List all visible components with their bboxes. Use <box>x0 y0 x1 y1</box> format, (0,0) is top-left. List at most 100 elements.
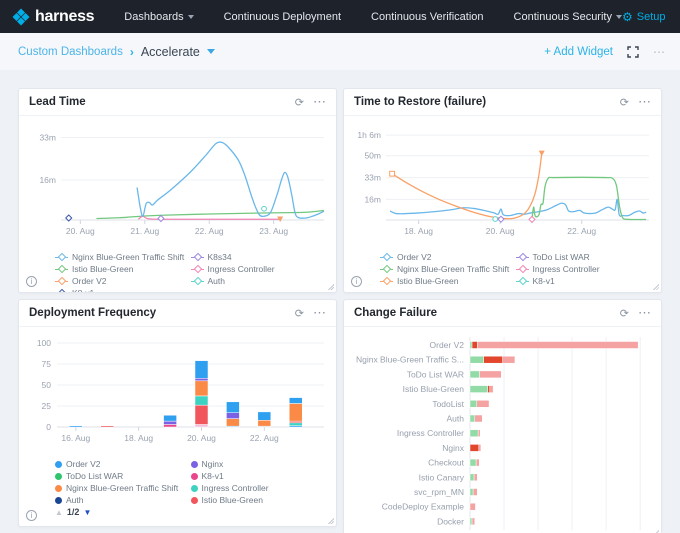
change-failure-chart[interactable]: Order V2 Nginx Blue-Green Traffic S... ToD… <box>352 333 655 533</box>
legend-marker <box>55 293 68 294</box>
legend-item[interactable]: Nginx Blue-Green Traffic Shift <box>380 263 510 275</box>
svg-text:Nginx Blue-Green Traffic S...: Nginx Blue-Green Traffic S... <box>356 355 464 365</box>
legend-marker <box>191 485 198 492</box>
svg-text:22. Aug: 22. Aug <box>250 433 279 443</box>
panel-deployment-frequency: Deployment Frequency ⟳ ⋯ 025507510016. A… <box>18 299 337 527</box>
nav-items: Dashboards Continuous Deployment Continuou… <box>124 11 622 23</box>
harness-logo[interactable]: harness <box>12 8 94 26</box>
svg-text:16m: 16m <box>364 194 381 204</box>
panel-header: Lead Time ⟳ ⋯ <box>19 89 336 116</box>
legend-label: Ingress Controller <box>208 264 275 274</box>
svg-text:ToDo List WAR: ToDo List WAR <box>407 369 464 379</box>
breadcrumb-bar: Custom Dashboards › Accelerate + Add Wid… <box>0 33 680 70</box>
breadcrumb-custom-dashboards[interactable]: Custom Dashboards <box>18 46 123 58</box>
deployment-frequency-chart[interactable]: 025507510016. Aug18. Aug20. Aug22. Aug <box>27 333 330 451</box>
dashboard-dropdown-caret-icon[interactable] <box>207 49 215 54</box>
refresh-icon[interactable]: ⟳ <box>620 96 629 109</box>
legend-label: Nginx Blue-Green Traffic Shift <box>72 252 184 262</box>
legend-label: Auth <box>208 276 226 286</box>
legend-item[interactable]: Ingress Controller <box>191 263 321 275</box>
legend-label: K8-v1 <box>533 276 555 286</box>
refresh-icon[interactable]: ⟳ <box>620 307 629 320</box>
legend-item[interactable]: Istio Blue-Green <box>191 494 321 506</box>
nav-item-continuous-security[interactable]: Continuous Security <box>514 11 622 23</box>
legend-item[interactable]: Nginx Blue-Green Traffic Shift <box>55 482 185 494</box>
legend-item[interactable]: Ingress Controller <box>191 482 321 494</box>
legend-marker <box>55 473 62 480</box>
lead-time-chart[interactable]: 16m33m20. Aug21. Aug22. Aug23. Aug <box>27 122 330 244</box>
resize-handle[interactable] <box>327 283 334 290</box>
panel-title: Time to Restore (failure) <box>354 96 486 108</box>
svg-text:Checkout: Checkout <box>428 458 465 468</box>
legend-marker <box>55 281 68 282</box>
legend-marker <box>55 497 62 504</box>
panel-lead-time: Lead Time ⟳ ⋯ 16m33m20. Aug21. Aug22. Au… <box>18 88 337 293</box>
legend-item[interactable]: Order V2 <box>55 275 185 287</box>
resize-handle[interactable] <box>327 517 334 524</box>
legend-marker <box>55 461 62 468</box>
legend-page-up-icon[interactable]: ▲ <box>55 508 63 517</box>
legend-label: Auth <box>66 495 84 505</box>
legend-item[interactable]: Ingress Controller <box>516 263 646 275</box>
info-icon[interactable]: i <box>26 510 37 521</box>
legend-item[interactable]: Istio Blue-Green <box>380 275 510 287</box>
svg-text:33m: 33m <box>364 173 381 183</box>
lead-time-legend: Nginx Blue-Green Traffic Shift Istio Blue… <box>55 251 320 293</box>
nav-item-continuous-deployment[interactable]: Continuous Deployment <box>224 11 341 23</box>
legend-item[interactable]: Nginx <box>191 458 321 470</box>
legend-item[interactable]: Order V2 <box>380 251 510 263</box>
nav-right: ⚙ Setup 15 G <box>622 8 680 26</box>
legend-label: Istio Blue-Green <box>397 276 458 286</box>
info-icon[interactable]: i <box>351 276 362 287</box>
legend-item[interactable]: K8-v1 <box>55 287 185 293</box>
brand-name: harness <box>35 8 94 26</box>
fullscreen-icon[interactable] <box>627 46 639 58</box>
legend-label: K8-v1 <box>72 288 94 293</box>
legend-label: Nginx <box>202 459 224 469</box>
resize-handle[interactable] <box>652 529 659 533</box>
legend-marker <box>516 257 529 258</box>
legend-label: K8-v1 <box>202 471 224 481</box>
setup-label: Setup <box>637 11 666 23</box>
legend-item[interactable]: K8-v1 <box>516 275 646 287</box>
legend-marker <box>55 269 68 270</box>
legend-label: Order V2 <box>397 252 432 262</box>
legend-marker <box>55 485 62 492</box>
legend-pager: ▲ 1/2 ▼ <box>55 507 328 517</box>
top-nav: harness Dashboards Continuous Deployment C… <box>0 0 680 33</box>
legend-item[interactable]: Order V2 <box>55 458 185 470</box>
legend-label: Istio Blue-Green <box>72 264 133 274</box>
legend-item[interactable]: Auth <box>55 494 185 506</box>
info-icon[interactable]: i <box>26 276 37 287</box>
nav-item-dashboards[interactable]: Dashboards <box>124 11 193 23</box>
legend-page-label: 1/2 <box>67 507 80 517</box>
legend-item[interactable]: Istio Blue-Green <box>55 263 185 275</box>
more-options-icon[interactable]: ⋯ <box>653 45 666 59</box>
legend-item[interactable]: K8-v1 <box>191 470 321 482</box>
legend-item[interactable]: Auth <box>191 275 321 287</box>
legend-item[interactable]: ToDo List WAR <box>55 470 185 482</box>
svg-text:20. Aug: 20. Aug <box>66 226 95 236</box>
legend-item[interactable]: K8s34 <box>191 251 321 263</box>
deployment-frequency-legend: Order V2ToDo List WARNginx Blue-Green Tr… <box>55 458 320 506</box>
legend-marker <box>191 461 198 468</box>
nav-item-continuous-verification[interactable]: Continuous Verification <box>371 11 484 23</box>
refresh-icon[interactable]: ⟳ <box>295 96 304 109</box>
legend-label: Order V2 <box>66 459 101 469</box>
setup-link[interactable]: ⚙ Setup <box>622 11 666 23</box>
svg-text:Istio Canary: Istio Canary <box>419 472 465 482</box>
resize-handle[interactable] <box>652 283 659 290</box>
svg-text:Auth: Auth <box>447 414 465 424</box>
breadcrumb-chevron-icon: › <box>130 45 134 59</box>
legend-label: Nginx Blue-Green Traffic Shift <box>397 264 509 274</box>
time-to-restore-chart[interactable]: 16m33m50m1h 6m18. Aug20. Aug22. Aug <box>352 122 655 244</box>
legend-item[interactable]: Nginx Blue-Green Traffic Shift <box>55 251 185 263</box>
legend-marker <box>380 269 393 270</box>
legend-item[interactable]: ToDo List WAR <box>516 251 646 263</box>
refresh-icon[interactable]: ⟳ <box>295 307 304 320</box>
chevron-down-icon <box>188 15 194 19</box>
gear-icon: ⚙ <box>622 11 633 23</box>
svg-text:Order V2: Order V2 <box>430 340 465 350</box>
legend-page-down-icon[interactable]: ▼ <box>83 508 91 517</box>
add-widget-button[interactable]: + Add Widget <box>544 46 613 58</box>
